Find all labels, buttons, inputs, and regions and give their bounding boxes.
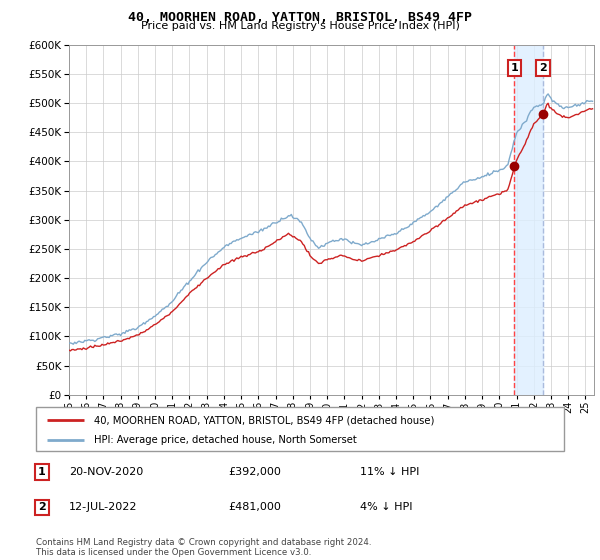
Text: 1: 1 [38, 467, 46, 477]
Text: 4% ↓ HPI: 4% ↓ HPI [360, 502, 413, 512]
Text: 20-NOV-2020: 20-NOV-2020 [69, 467, 143, 477]
Text: 40, MOORHEN ROAD, YATTON, BRISTOL, BS49 4FP (detached house): 40, MOORHEN ROAD, YATTON, BRISTOL, BS49 … [94, 415, 434, 425]
Text: £392,000: £392,000 [228, 467, 281, 477]
Text: 2: 2 [38, 502, 46, 512]
Text: 2: 2 [539, 63, 547, 73]
Text: Contains HM Land Registry data © Crown copyright and database right 2024.
This d: Contains HM Land Registry data © Crown c… [36, 538, 371, 557]
Text: 40, MOORHEN ROAD, YATTON, BRISTOL, BS49 4FP: 40, MOORHEN ROAD, YATTON, BRISTOL, BS49 … [128, 11, 472, 24]
Text: 1: 1 [511, 63, 518, 73]
Text: 11% ↓ HPI: 11% ↓ HPI [360, 467, 419, 477]
Text: Price paid vs. HM Land Registry's House Price Index (HPI): Price paid vs. HM Land Registry's House … [140, 21, 460, 31]
Text: £481,000: £481,000 [228, 502, 281, 512]
Text: 12-JUL-2022: 12-JUL-2022 [69, 502, 137, 512]
Bar [514, 45, 543, 395]
Text: HPI: Average price, detached house, North Somerset: HPI: Average price, detached house, Nort… [94, 435, 357, 445]
